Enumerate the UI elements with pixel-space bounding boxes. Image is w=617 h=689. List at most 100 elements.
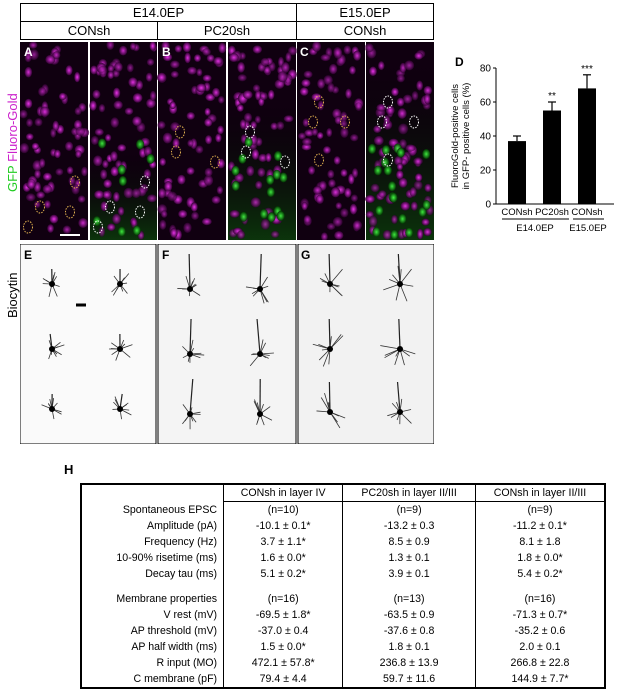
labeled-cell: [302, 202, 308, 210]
labeled-cell: [415, 173, 422, 181]
gfp-cell: [405, 228, 413, 238]
labeled-cell: [59, 93, 66, 100]
labeled-cell: [237, 104, 244, 111]
labeled-cell: [422, 219, 430, 226]
row-label: AP half width (ms): [81, 639, 224, 655]
significance-label: ***: [581, 64, 593, 75]
labeled-cell: [161, 210, 168, 217]
labeled-cell: [352, 168, 358, 178]
labeled-cell: [170, 228, 177, 238]
table-cell: 266.8 ± 22.8: [475, 655, 605, 671]
labeled-cell: [157, 73, 166, 82]
labeled-cell: [217, 125, 224, 134]
labeled-cell: [130, 43, 136, 51]
labeled-cell: [399, 178, 408, 188]
table-cell: -37.6 ± 0.8: [343, 623, 476, 639]
gfp-cell: [118, 227, 126, 237]
labeled-cell: [302, 138, 312, 146]
row-label: Amplitude (pA): [81, 518, 224, 534]
labeled-cell: [195, 145, 203, 153]
labeled-cell: [215, 134, 221, 143]
labeled-cell: [187, 112, 195, 120]
panel-b-left: [157, 42, 226, 240]
labeled-cell: [183, 223, 191, 233]
gfp-cell: [119, 176, 127, 186]
labeled-cell: [81, 167, 88, 177]
labeled-cell: [308, 166, 315, 175]
labeled-cell: [369, 216, 378, 227]
labeled-cell: [353, 220, 362, 230]
gfp-cell: [277, 211, 285, 221]
labeled-cell: [178, 210, 187, 218]
table-cell: 472.1 ± 57.8*: [224, 655, 343, 671]
labeled-cell: [397, 98, 405, 107]
labeled-cell: [93, 155, 102, 166]
labeled-cell: [416, 80, 423, 90]
gfp-cell: [390, 230, 398, 240]
gfp-cell: [374, 165, 382, 175]
labeled-cell: [34, 201, 41, 208]
table-cell: 8.1 ± 1.8: [475, 534, 605, 550]
gfp-cell: [133, 226, 141, 236]
labeled-cell: [205, 108, 211, 116]
table-cell: 144.9 ± 7.7*: [475, 671, 605, 688]
labeled-cell: [114, 62, 122, 72]
labeled-cell: [65, 142, 73, 151]
labeled-cell: [300, 87, 309, 96]
labeled-cell: [327, 83, 334, 93]
labeled-cell: [105, 134, 111, 141]
labeled-cell: [203, 75, 212, 82]
gfp-cell: [368, 144, 376, 154]
labeled-cell: [183, 42, 191, 52]
labeled-cell: [240, 119, 246, 129]
labeled-cell: [212, 196, 221, 204]
bar: [543, 111, 561, 205]
labeled-cell: [378, 190, 386, 198]
y-axis-label: FluoroGold-positive cells: [450, 84, 461, 188]
panel-label-e: E: [24, 248, 32, 262]
bar: [508, 141, 526, 204]
labeled-cell: [237, 62, 245, 73]
labeled-cell: [119, 46, 127, 56]
labeled-cell: [159, 220, 166, 230]
labeled-cell: [205, 168, 213, 177]
header-e15: E15.0EP: [296, 3, 434, 22]
labeled-cell: [398, 123, 408, 134]
x-category-label: CONsh: [501, 207, 532, 218]
table-cell: 5.1 ± 0.2*: [224, 566, 343, 582]
labeled-cell: [411, 202, 418, 211]
x-category-label: CONsh: [571, 207, 602, 218]
labeled-cell: [66, 65, 73, 75]
biocytin-panels: [20, 244, 434, 444]
labeled-cell: [128, 77, 137, 87]
table-cell: (n=9): [475, 502, 605, 519]
table-cell: 5.4 ± 0.2*: [475, 566, 605, 582]
labeled-cell: [32, 143, 39, 150]
labeled-cell: [351, 194, 358, 202]
labeled-cell: [278, 71, 288, 82]
table-cell: 1.3 ± 0.1: [343, 550, 476, 566]
labeled-cell: [25, 99, 33, 109]
table-cell: 3.7 ± 1.1*: [224, 534, 343, 550]
labeled-cell: [147, 58, 154, 65]
labeled-cell: [187, 140, 193, 147]
labeled-cell: [175, 45, 182, 53]
labeled-cell: [237, 230, 245, 239]
labeled-cell: [238, 74, 247, 81]
table-cell: -71.3 ± 0.7*: [475, 607, 605, 623]
gfp-cell: [423, 200, 431, 210]
labeled-cell: [329, 64, 337, 74]
labeled-cell: [336, 202, 342, 209]
panel-c-left: [297, 42, 365, 240]
labeled-cell: [253, 45, 262, 53]
labeled-cell: [194, 54, 201, 62]
table-row: Amplitude (pA)-10.1 ± 0.1*-13.2 ± 0.3-11…: [81, 518, 605, 534]
labeled-cell: [251, 197, 261, 207]
labeled-cell: [334, 48, 343, 59]
labeled-cell: [218, 96, 224, 104]
labeled-cell: [110, 117, 119, 127]
labeled-cell: [53, 51, 61, 59]
labeled-cell: [43, 185, 52, 194]
